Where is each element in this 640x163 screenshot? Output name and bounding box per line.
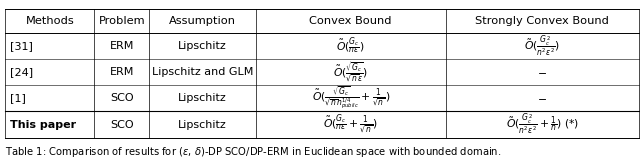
- Text: $\tilde{O}(\frac{G_c^2}{n^2\epsilon^2}+\frac{1}{n})$ (*): $\tilde{O}(\frac{G_c^2}{n^2\epsilon^2}+\…: [506, 113, 579, 136]
- Text: Lipschitz: Lipschitz: [178, 41, 227, 51]
- Text: $-$: $-$: [537, 93, 547, 103]
- Text: Table 1: Comparison of results for ($\varepsilon$, $\delta$)-DP SCO/DP-ERM in Eu: Table 1: Comparison of results for ($\va…: [5, 145, 502, 159]
- Text: $\tilde{O}(\frac{\sqrt{G_c}}{\sqrt{n}n_{public}^{1/4}}+\frac{1}{\sqrt{n}})$: $\tilde{O}(\frac{\sqrt{G_c}}{\sqrt{n}n_{…: [312, 85, 390, 112]
- Text: [1]: [1]: [10, 93, 26, 103]
- Text: ERM: ERM: [109, 41, 134, 51]
- Text: Lipschitz: Lipschitz: [178, 120, 227, 130]
- Text: [31]: [31]: [10, 41, 33, 51]
- Text: Strongly Convex Bound: Strongly Convex Bound: [476, 16, 609, 26]
- Text: $\tilde{O}(\frac{G_c}{n\epsilon}+\frac{1}{\sqrt{n}})$: $\tilde{O}(\frac{G_c}{n\epsilon}+\frac{1…: [323, 113, 378, 136]
- Text: Assumption: Assumption: [169, 16, 236, 26]
- Text: ERM: ERM: [109, 67, 134, 77]
- Text: Problem: Problem: [99, 16, 145, 26]
- Text: $-$: $-$: [537, 67, 547, 77]
- Text: Convex Bound: Convex Bound: [310, 16, 392, 26]
- Text: $\tilde{O}(\frac{\sqrt{G_c}}{\sqrt{n}\epsilon})$: $\tilde{O}(\frac{\sqrt{G_c}}{\sqrt{n}\ep…: [333, 60, 368, 84]
- Text: $\tilde{O}(\frac{G_c}{n\epsilon})$: $\tilde{O}(\frac{G_c}{n\epsilon})$: [337, 35, 365, 57]
- Text: [24]: [24]: [10, 67, 33, 77]
- Text: SCO: SCO: [110, 120, 134, 130]
- Text: Methods: Methods: [26, 16, 74, 26]
- Text: This paper: This paper: [10, 120, 76, 130]
- Text: SCO: SCO: [110, 93, 134, 103]
- Text: $\tilde{O}(\frac{G_c^2}{n^2\epsilon^2})$: $\tilde{O}(\frac{G_c^2}{n^2\epsilon^2})$: [524, 34, 561, 58]
- Text: Lipschitz: Lipschitz: [178, 93, 227, 103]
- Text: Lipschitz and GLM: Lipschitz and GLM: [152, 67, 253, 77]
